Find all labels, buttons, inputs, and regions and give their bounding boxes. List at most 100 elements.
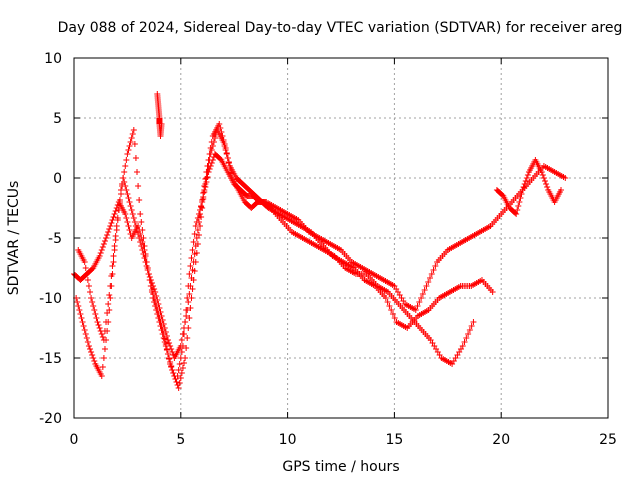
- data-point: [517, 195, 524, 201]
- data-point: [89, 299, 96, 305]
- data-point: [138, 243, 145, 249]
- data-point: [79, 319, 86, 325]
- data-point: [117, 191, 124, 197]
- data-point: [187, 283, 194, 289]
- y-tick-label: -5: [48, 231, 62, 247]
- data-point: [90, 355, 97, 361]
- data-point: [150, 283, 157, 289]
- x-tick-label: 25: [599, 432, 617, 448]
- data-point: [562, 175, 569, 181]
- series-track-c: [75, 121, 477, 367]
- data-point: [152, 303, 159, 309]
- data-point: [145, 271, 152, 277]
- data-point: [186, 271, 193, 277]
- data-point: [544, 184, 551, 190]
- data-point: [124, 151, 131, 157]
- data-point: [468, 323, 475, 329]
- data-point: [101, 328, 108, 334]
- data-point: [110, 259, 117, 265]
- data-point: [75, 303, 82, 309]
- data-point: [198, 204, 205, 210]
- data-point: [198, 214, 205, 220]
- data-point: [122, 183, 129, 189]
- data-point: [131, 219, 138, 225]
- data-point: [125, 195, 132, 201]
- data-point: [99, 244, 106, 250]
- data-point: [135, 183, 142, 189]
- data-point: [189, 247, 196, 253]
- data-point: [132, 155, 139, 161]
- data-point: [197, 211, 204, 217]
- data-point: [184, 307, 191, 313]
- data-point: [163, 333, 170, 339]
- data-point: [513, 211, 520, 217]
- data-point: [187, 263, 194, 269]
- data-point: [92, 311, 99, 317]
- series-track-d: [493, 157, 565, 217]
- grid-lines: [74, 58, 608, 418]
- data-point: [144, 267, 151, 273]
- data-point: [108, 220, 115, 226]
- data-point: [177, 375, 184, 381]
- data-point: [152, 289, 159, 295]
- data-point: [100, 337, 107, 343]
- data-point: [147, 277, 154, 283]
- data-point: [169, 349, 176, 355]
- data-point: [200, 196, 207, 202]
- data-point: [105, 301, 112, 307]
- data-point: [175, 367, 182, 373]
- data-point: [382, 295, 389, 301]
- data-point: [188, 295, 195, 301]
- data-point: [130, 127, 137, 133]
- data-point: [203, 175, 210, 181]
- data-point: [166, 355, 173, 361]
- data-point: [124, 219, 131, 225]
- data-point: [466, 327, 473, 333]
- data-point: [128, 207, 135, 213]
- data-point: [181, 325, 188, 331]
- data-point: [110, 253, 117, 259]
- x-tick-label: 20: [492, 432, 510, 448]
- data-point: [163, 347, 170, 353]
- data-point: [178, 337, 185, 343]
- data-point: [206, 151, 213, 157]
- data-point: [155, 315, 162, 321]
- data-point: [128, 135, 135, 141]
- data-point: [95, 322, 102, 328]
- data-point: [186, 291, 193, 297]
- data-point: [194, 215, 201, 221]
- data-point: [185, 299, 192, 305]
- data-point: [85, 343, 92, 349]
- data-point: [427, 275, 433, 281]
- data-point: [78, 315, 85, 321]
- data-point: [170, 370, 177, 376]
- data-point: [414, 303, 421, 309]
- data-point: [96, 253, 103, 259]
- data-point: [153, 293, 160, 299]
- data-point: [227, 170, 234, 176]
- data-point: [470, 319, 477, 325]
- data-point: [194, 227, 201, 233]
- data-point: [225, 160, 232, 166]
- data-point: [126, 227, 133, 233]
- data-point: [101, 346, 108, 352]
- data-point: [153, 307, 160, 313]
- data-point: [137, 239, 144, 245]
- data-point: [222, 145, 229, 151]
- data-point: [158, 313, 165, 319]
- data-point: [164, 337, 171, 343]
- data-point: [94, 319, 101, 325]
- data-point: [465, 331, 472, 337]
- data-point: [83, 271, 90, 277]
- data-point: [217, 125, 224, 131]
- data-point: [103, 235, 110, 241]
- data-point: [388, 307, 395, 313]
- data-point: [184, 335, 191, 341]
- data-point: [87, 289, 94, 295]
- data-point: [541, 178, 548, 184]
- data-point: [112, 233, 119, 239]
- data-point: [134, 227, 141, 233]
- data-point: [107, 283, 114, 289]
- data-point: [558, 187, 565, 193]
